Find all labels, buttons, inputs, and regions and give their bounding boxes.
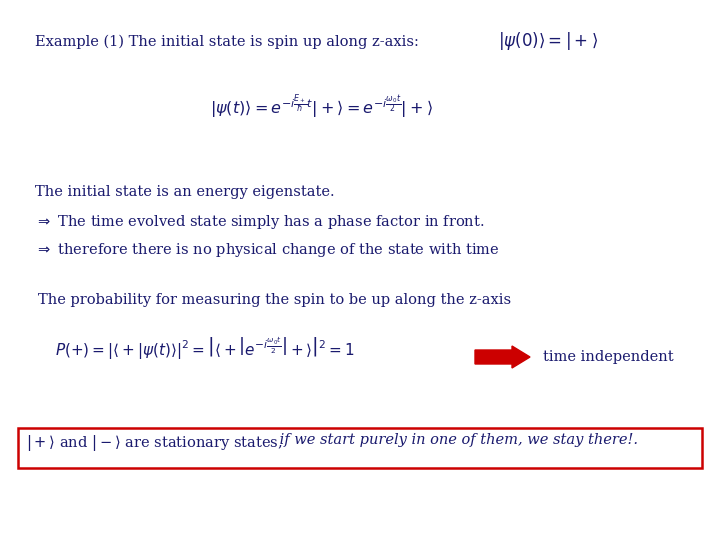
Text: $\Rightarrow$ The time evolved state simply has a phase factor in front.: $\Rightarrow$ The time evolved state sim… (35, 213, 485, 231)
Text: Example (1) The initial state is spin up along z-axis:: Example (1) The initial state is spin up… (35, 35, 419, 49)
Text: time independent: time independent (543, 350, 674, 364)
Text: if we start purely in one of them, we stay there!.: if we start purely in one of them, we st… (275, 433, 638, 447)
Bar (18, 428, 702, 468)
Text: $\Rightarrow$ therefore there is no physical change of the state with time: $\Rightarrow$ therefore there is no phys… (35, 241, 500, 259)
Text: $|\psi(0)\rangle = |+\rangle$: $|\psi(0)\rangle = |+\rangle$ (498, 30, 598, 52)
Text: The probability for measuring the spin to be up along the z-axis: The probability for measuring the spin t… (38, 293, 511, 307)
FancyArrow shape (475, 346, 530, 368)
Text: $|+\rangle$ and $|-\rangle$ are stationary states,: $|+\rangle$ and $|-\rangle$ are stationa… (26, 433, 282, 453)
Text: $|\psi(t)\rangle = e^{-i\frac{E_+}{\hbar}t}|+\rangle = e^{-i\frac{\omega_0 t}{2}: $|\psi(t)\rangle = e^{-i\frac{E_+}{\hbar… (210, 92, 433, 120)
Text: $P(+) = |\langle +|\psi(t)\rangle|^2 = \left|\langle +\left|e^{-i\frac{\omega_0 : $P(+) = |\langle +|\psi(t)\rangle|^2 = \… (55, 336, 355, 362)
Text: The initial state is an energy eigenstate.: The initial state is an energy eigenstat… (35, 185, 335, 199)
